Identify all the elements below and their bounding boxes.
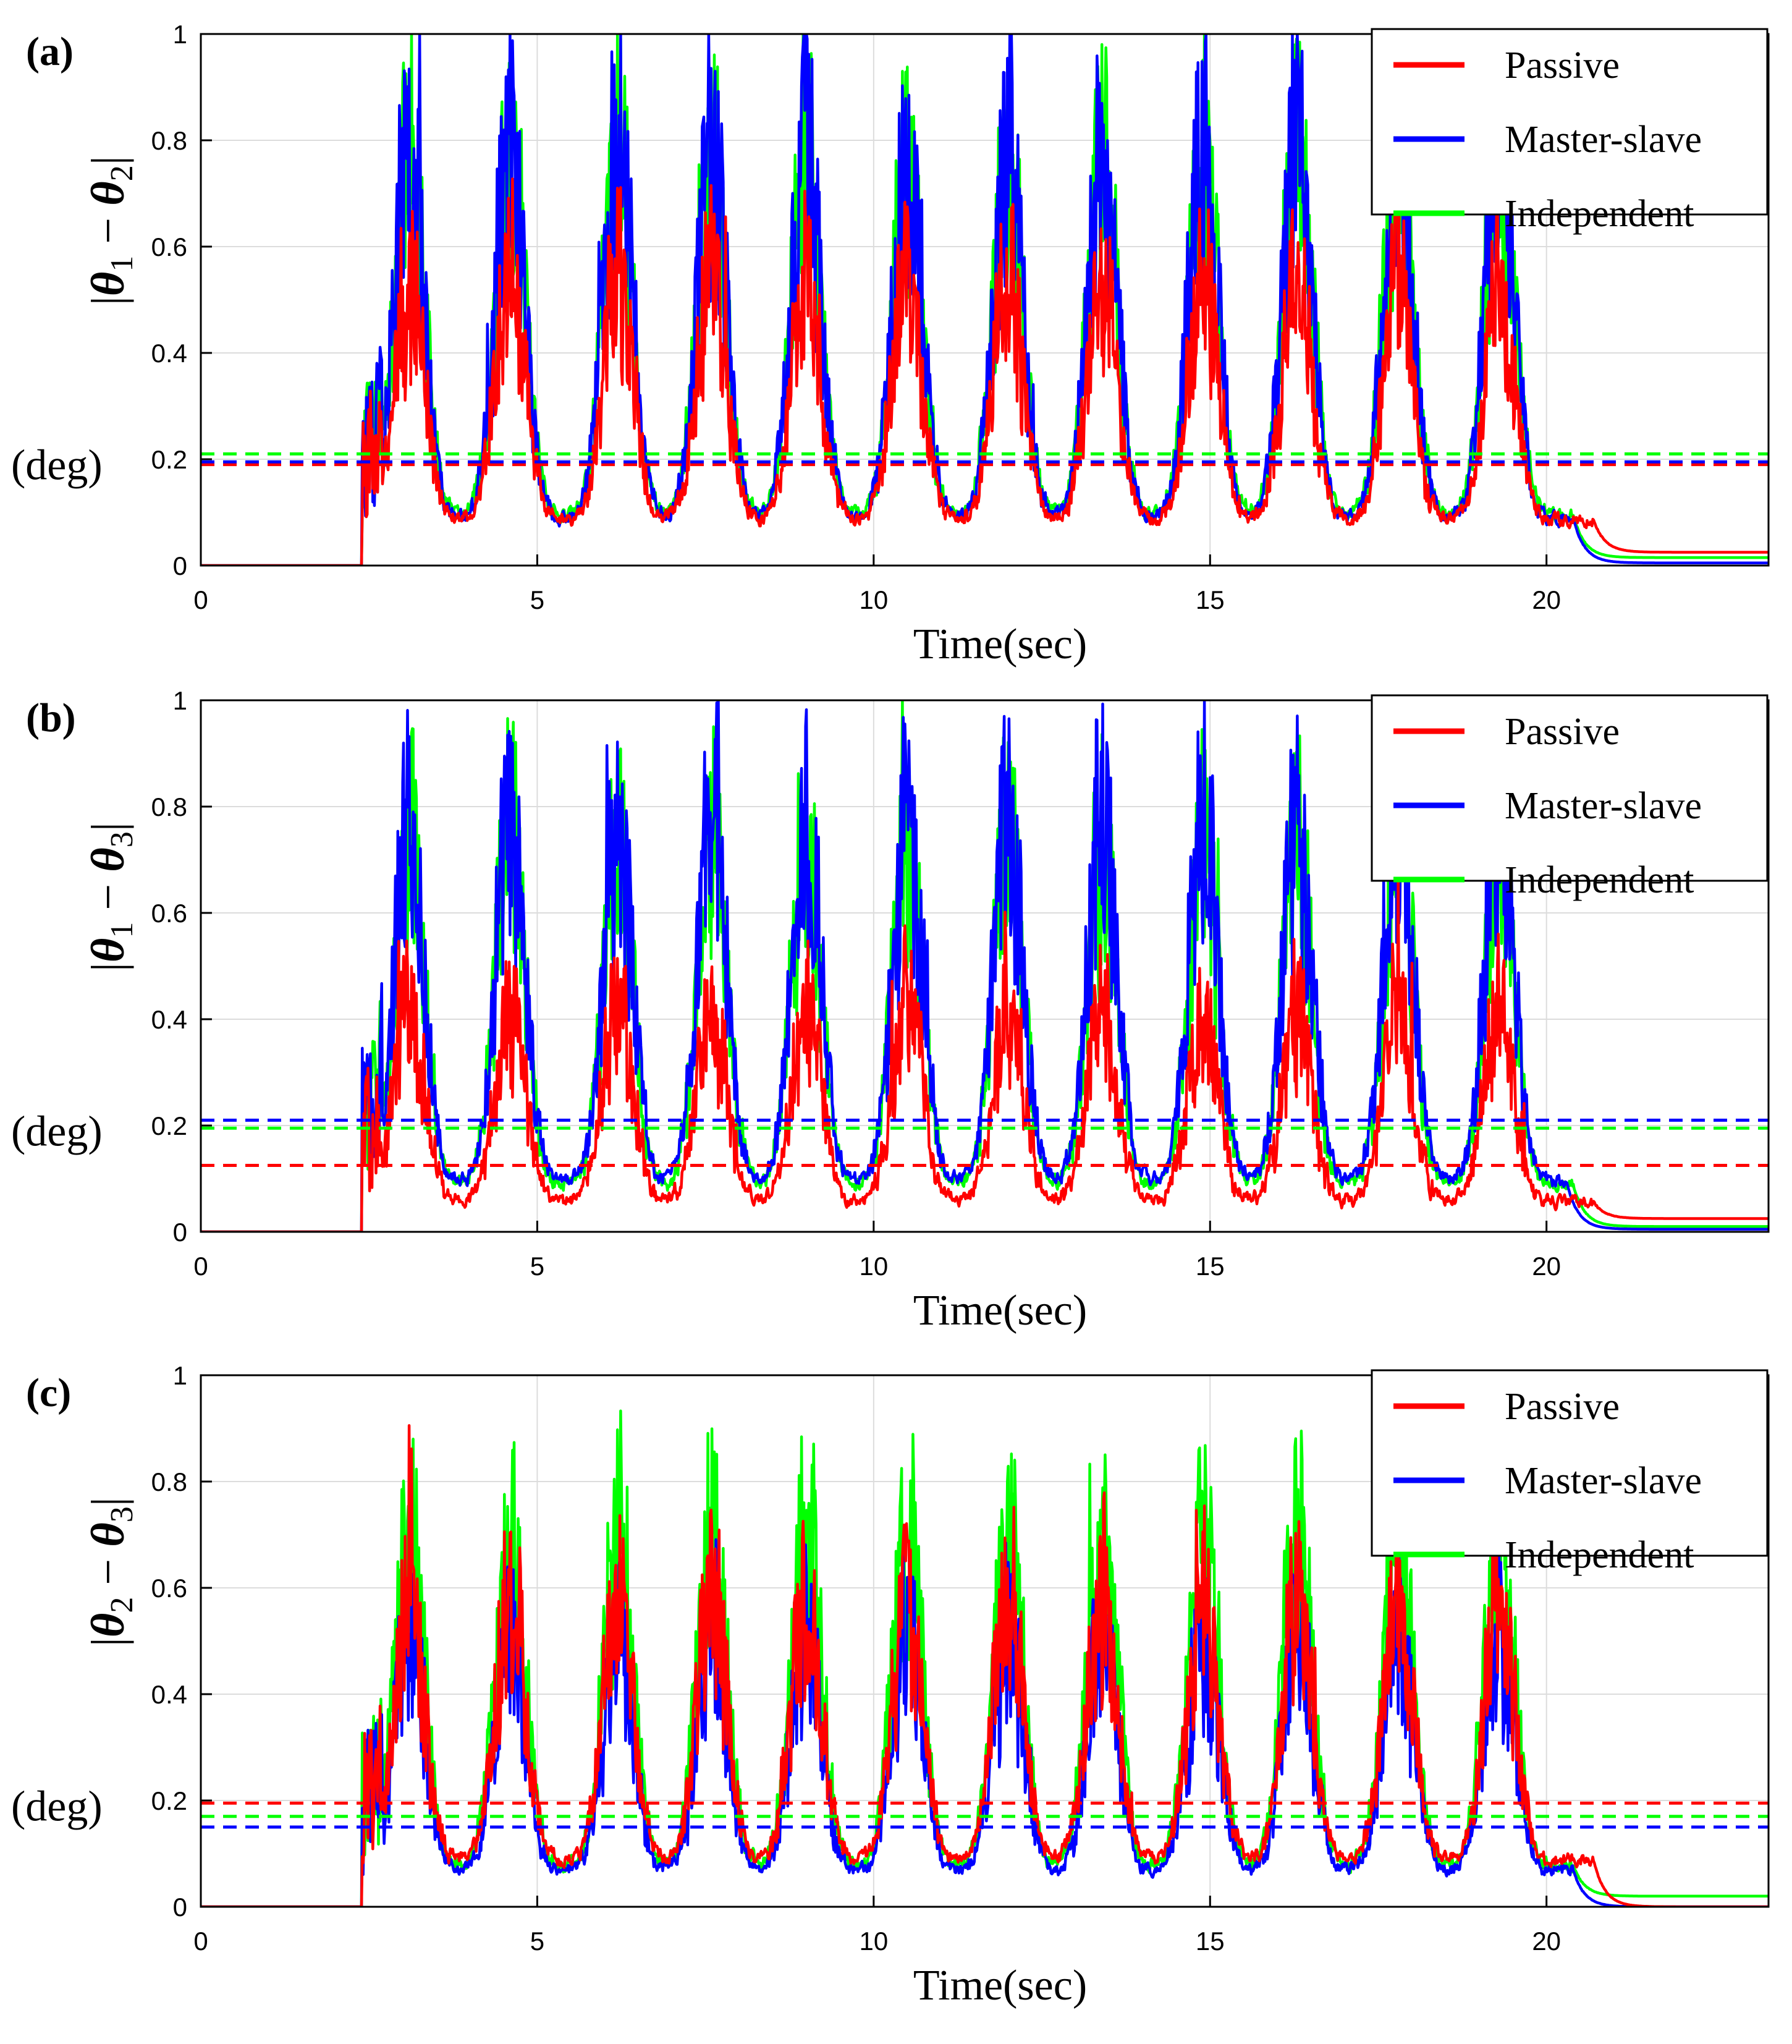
y-axis-label-part: | bbox=[82, 962, 134, 972]
y-axis-label-part: 2 bbox=[104, 1597, 140, 1613]
y-axis-label-part: θ bbox=[82, 1522, 134, 1546]
x-tick-label: 15 bbox=[1196, 1927, 1225, 1956]
x-tick-label: 10 bbox=[859, 1927, 888, 1956]
y-unit-label: (deg) bbox=[11, 1108, 103, 1156]
panel-label: (b) bbox=[26, 695, 76, 740]
chart-panel-1: 0 5 10 15 20 0 0.2 0.4 0.6 0.8 1 Time(sec) (a) (deg) |… bbox=[11, 20, 1770, 668]
y-tick-label: 0.6 bbox=[151, 899, 187, 928]
y-unit-label: (deg) bbox=[11, 1783, 103, 1831]
y-tick-label: 0.6 bbox=[151, 232, 187, 261]
chart-panel-2: 0 5 10 15 20 0 0.2 0.4 0.6 0.8 1 Time(sec) (b) (deg) |… bbox=[11, 686, 1770, 1334]
y-axis-label-part: − bbox=[82, 1547, 134, 1597]
x-tick-label: 20 bbox=[1532, 1927, 1561, 1956]
legend-box bbox=[1371, 28, 1769, 216]
y-axis-label-part: | bbox=[82, 1497, 134, 1506]
y-tick-label: 0.4 bbox=[151, 1005, 187, 1034]
y-axis-label: |θ1 − θ3| bbox=[82, 822, 140, 972]
x-tick-label: 10 bbox=[859, 585, 888, 614]
y-axis-label-part: 1 bbox=[104, 922, 140, 938]
x-tick-label: 0 bbox=[193, 1252, 208, 1281]
y-tick-label: 0.8 bbox=[151, 792, 187, 821]
chart-panel-3: 0 5 10 15 20 0 0.2 0.4 0.6 0.8 1 Time(sec) (c) (deg) |… bbox=[11, 1361, 1770, 2009]
x-tick-label: 20 bbox=[1532, 585, 1561, 614]
y-axis-label-part: | bbox=[82, 156, 134, 165]
x-axis-label: Time(sec) bbox=[913, 1962, 1087, 2009]
y-tick-label: 1 bbox=[173, 686, 187, 715]
y-axis-label: |θ2 − θ3| bbox=[82, 1497, 140, 1647]
x-tick-label: 15 bbox=[1196, 1252, 1225, 1281]
legend-entry: Master-slave bbox=[1505, 1460, 1702, 1502]
x-tick-label: 5 bbox=[530, 585, 544, 614]
legend-entry: Passive bbox=[1505, 45, 1620, 87]
y-tick-label: 0.2 bbox=[151, 1786, 187, 1815]
axes-box bbox=[200, 699, 1770, 1233]
y-tick-label: 0.8 bbox=[151, 1467, 187, 1496]
y-axis-label-part: | bbox=[82, 822, 134, 831]
y-axis-label-part: 2 bbox=[104, 165, 140, 181]
y-axis-label-part: − bbox=[82, 206, 134, 256]
x-tick-label: 15 bbox=[1196, 585, 1225, 614]
y-axis-label: |θ1 − θ2| bbox=[82, 156, 140, 305]
legend-entry: Master-slave bbox=[1505, 119, 1702, 161]
legend-box bbox=[1371, 694, 1769, 882]
y-axis-label-part: θ bbox=[82, 272, 134, 296]
x-tick-label: 5 bbox=[530, 1252, 544, 1281]
y-tick-label: 0.4 bbox=[151, 1680, 187, 1709]
panel-label: (c) bbox=[26, 1370, 71, 1415]
x-tick-label: 0 bbox=[193, 585, 208, 614]
axes-box bbox=[200, 33, 1770, 567]
y-tick-label: 0 bbox=[173, 1218, 187, 1247]
legend-entry: Passive bbox=[1505, 711, 1620, 753]
y-axis-label-part: θ bbox=[82, 938, 134, 962]
legend: Passive Master-slave Independent bbox=[1371, 28, 1769, 235]
x-tick-label: 20 bbox=[1532, 1252, 1561, 1281]
legend: Passive Master-slave Independent bbox=[1371, 694, 1769, 901]
series-line-passive bbox=[201, 1424, 1769, 1907]
y-tick-label: 0.8 bbox=[151, 126, 187, 155]
y-tick-label: 0.6 bbox=[151, 1574, 187, 1603]
y-axis-label-part: θ bbox=[82, 847, 134, 871]
x-tick-label: 10 bbox=[859, 1252, 888, 1281]
x-tick-label: 5 bbox=[530, 1927, 544, 1956]
y-tick-label: 0 bbox=[173, 1893, 187, 1922]
y-unit-label: (deg) bbox=[11, 442, 103, 490]
y-tick-label: 0.2 bbox=[151, 1111, 187, 1140]
series-group bbox=[201, 1391, 1769, 1907]
x-axis-label: Time(sec) bbox=[913, 621, 1087, 668]
y-axis-label-part: 3 bbox=[104, 1506, 140, 1522]
legend-box bbox=[1371, 1369, 1769, 1557]
panel-label: (a) bbox=[26, 29, 74, 74]
legend-entry: Passive bbox=[1505, 1386, 1620, 1428]
x-tick-label: 0 bbox=[193, 1927, 208, 1956]
series-line-passive bbox=[201, 879, 1769, 1232]
legend-entry: Independent bbox=[1505, 1534, 1694, 1576]
x-axis-label: Time(sec) bbox=[913, 1287, 1087, 1334]
y-axis-label-part: 1 bbox=[104, 256, 140, 272]
y-tick-label: 0 bbox=[173, 551, 187, 580]
y-axis-label-part: | bbox=[82, 296, 134, 305]
legend-entry: Independent bbox=[1505, 193, 1694, 235]
y-axis-label-part: 3 bbox=[104, 831, 140, 847]
y-axis-label-part: θ bbox=[82, 1613, 134, 1637]
y-tick-label: 1 bbox=[173, 1361, 187, 1390]
legend: Passive Master-slave Independent bbox=[1371, 1369, 1769, 1576]
legend-entry: Independent bbox=[1505, 859, 1694, 901]
y-axis-label-part: | bbox=[82, 1637, 134, 1647]
y-axis-label-part: θ bbox=[82, 181, 134, 205]
y-tick-label: 0.2 bbox=[151, 445, 187, 474]
y-tick-label: 0.4 bbox=[151, 339, 187, 368]
axes-box bbox=[200, 1374, 1770, 1908]
y-tick-label: 1 bbox=[173, 20, 187, 49]
legend-entry: Master-slave bbox=[1505, 785, 1702, 827]
y-axis-label-part: − bbox=[82, 872, 134, 922]
